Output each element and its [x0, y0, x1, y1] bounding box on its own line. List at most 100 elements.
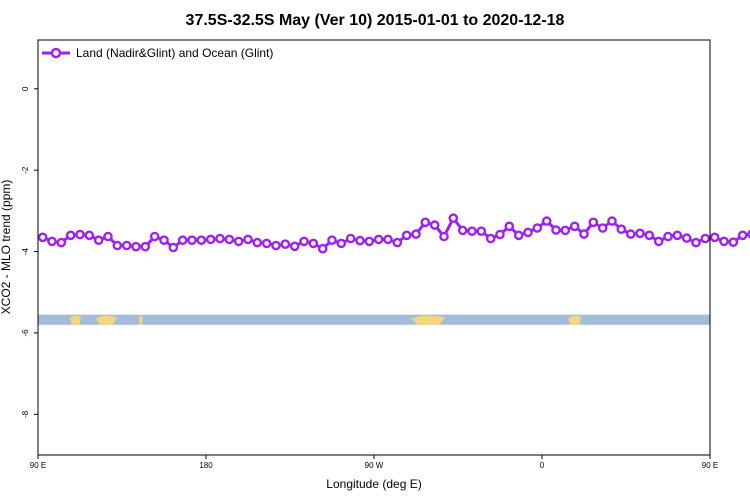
- data-point: [625, 229, 636, 239]
- data-point: [336, 238, 347, 249]
- data-point: [364, 236, 375, 247]
- data-point: [401, 230, 412, 241]
- data-point: [93, 235, 104, 245]
- data-point: [429, 220, 440, 230]
- data-point: [476, 226, 487, 236]
- data-point: [103, 231, 113, 242]
- map-land-segment: [138, 315, 143, 325]
- data-point: [37, 232, 48, 243]
- map-land-segment: [95, 315, 117, 325]
- legend-entry-label: Land (Nadir&Glint) and Ocean (Glint): [76, 46, 273, 60]
- data-point: [663, 231, 673, 242]
- data-point: [513, 230, 524, 241]
- data-point: [65, 230, 76, 241]
- data-point: [392, 237, 403, 248]
- data-point: [588, 217, 599, 228]
- data-point: [579, 229, 589, 239]
- data-point: [700, 233, 711, 244]
- x-tick-label: 90 W: [365, 461, 384, 470]
- data-point: [308, 238, 319, 249]
- data-point: [75, 229, 85, 240]
- chart-title: 37.5S-32.5S May (Ver 10) 2015-01-01 to 2…: [186, 12, 565, 29]
- data-point: [551, 225, 561, 235]
- y-axis: 0 -2 -4 -6 -8: [21, 86, 38, 418]
- data-point: [271, 240, 281, 251]
- data-point: [224, 234, 235, 245]
- y-tick-label: -2: [21, 166, 30, 174]
- data-point: [420, 217, 431, 228]
- data-point: [457, 225, 468, 236]
- data-point: [439, 231, 449, 242]
- data-layer: [37, 213, 750, 254]
- data-point: [84, 230, 95, 241]
- data-point: [196, 235, 207, 245]
- data-point: [719, 236, 729, 247]
- data-point: [289, 241, 300, 252]
- data-point: [215, 233, 225, 244]
- data-point: [607, 216, 617, 226]
- data-point: [299, 236, 309, 247]
- x-tick-label: 0: [540, 461, 545, 470]
- legend-marker-swatch: [50, 47, 62, 59]
- x-tick-label: 180: [199, 461, 213, 470]
- data-point: [317, 243, 328, 254]
- data-point: [121, 240, 132, 251]
- y-tick-label: -4: [21, 247, 30, 255]
- y-tick-label: -8: [21, 410, 30, 418]
- data-point: [541, 216, 552, 226]
- data-point: [47, 236, 57, 247]
- x-axis: 90 E 180 90 W 0 90 E: [30, 455, 718, 470]
- y-axis-label: XCO2 - MLO trend (ppm): [0, 180, 13, 315]
- data-point: [467, 226, 477, 236]
- data-point: [383, 234, 393, 245]
- data-point: [187, 235, 197, 245]
- data-point: [532, 223, 543, 233]
- data-point: [112, 240, 123, 251]
- data-point: [168, 242, 179, 253]
- x-axis-label: Longitude (deg E): [326, 477, 421, 491]
- data-point: [728, 237, 739, 247]
- data-point: [495, 229, 505, 240]
- data-point: [560, 225, 571, 236]
- map-land-segment: [411, 315, 445, 325]
- data-point: [691, 237, 701, 248]
- y-tick-label: 0: [21, 86, 30, 91]
- data-point: [523, 227, 533, 238]
- data-point: [355, 235, 365, 246]
- y-tick-label: -6: [21, 329, 30, 337]
- data-point: [569, 221, 580, 232]
- data-point: [177, 235, 188, 245]
- data-point: [345, 233, 356, 244]
- data-point: [448, 213, 459, 223]
- data-point: [280, 239, 291, 249]
- data-point: [233, 236, 244, 247]
- data-point: [327, 235, 337, 245]
- data-point: [56, 237, 67, 248]
- data-point: [485, 233, 496, 244]
- data-point: [411, 229, 421, 239]
- data-point: [616, 224, 627, 234]
- map-land-segment: [568, 315, 582, 325]
- data-point: [373, 234, 384, 245]
- data-point: [597, 223, 608, 233]
- x-tick-label: 90 E: [702, 461, 718, 470]
- data-point: [737, 230, 748, 241]
- data-point: [504, 221, 515, 232]
- data-point: [709, 232, 720, 243]
- data-point: [243, 234, 253, 245]
- data-point: [261, 238, 272, 249]
- data-point: [681, 233, 692, 243]
- data-point: [159, 235, 169, 245]
- legend: Land (Nadir&Glint) and Ocean (Glint): [42, 46, 273, 60]
- map-strip: [38, 314, 710, 325]
- data-point: [635, 228, 645, 239]
- x-tick-label: 90 E: [30, 461, 46, 470]
- data-point: [672, 230, 683, 241]
- data-point: [644, 230, 655, 241]
- map-ocean-band: [38, 314, 710, 325]
- data-point: [140, 241, 151, 252]
- data-point: [131, 241, 141, 252]
- data-point: [205, 234, 216, 245]
- data-point: [252, 237, 263, 248]
